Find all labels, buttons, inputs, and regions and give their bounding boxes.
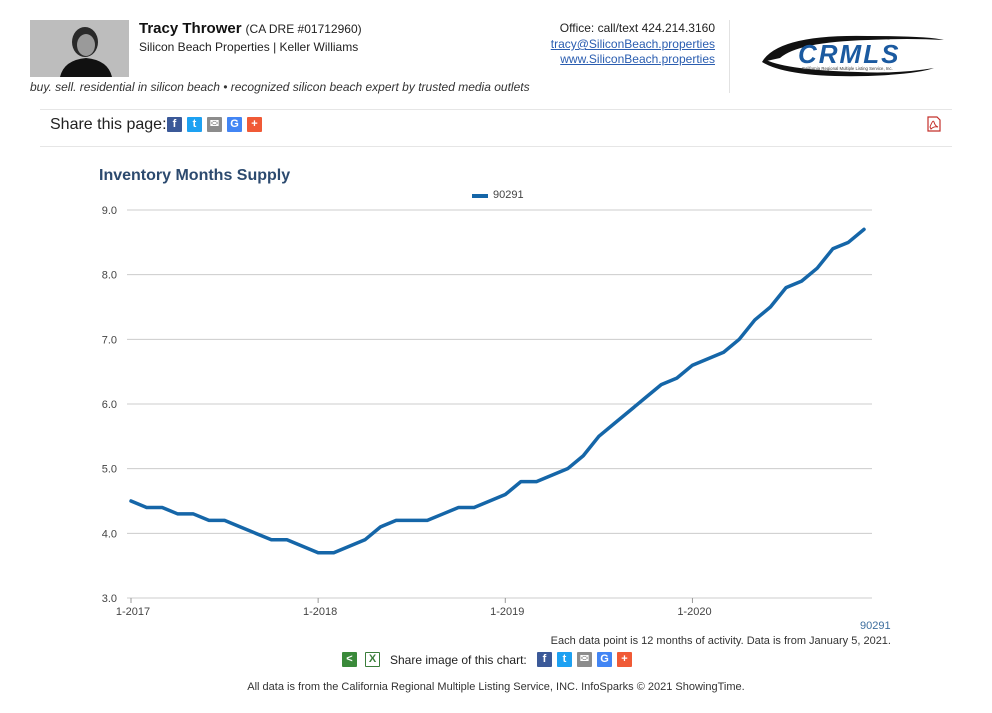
email-share-button[interactable]: ✉ <box>577 652 592 667</box>
data-point[interactable] <box>596 433 602 439</box>
logo-text: CRMLS <box>798 39 900 69</box>
header-rule <box>40 109 952 110</box>
series-line-90291 <box>129 227 866 555</box>
data-point[interactable] <box>268 537 274 543</box>
data-point[interactable] <box>752 317 758 323</box>
twitter-share-button[interactable]: t <box>187 117 202 132</box>
agent-name-text: Tracy Thrower <box>139 20 242 37</box>
data-point[interactable] <box>643 395 649 401</box>
share-chart-label: Share image of this chart: <box>390 653 527 667</box>
data-point[interactable] <box>471 504 477 510</box>
share-icon[interactable]: < <box>342 652 357 667</box>
excel-export-icon[interactable]: X <box>365 652 380 667</box>
data-point[interactable] <box>175 511 181 517</box>
agent-company: Silicon Beach Properties | Keller Willia… <box>139 40 359 54</box>
more-share-button[interactable]: + <box>617 652 632 667</box>
crmls-logo: CRMLS California Regional Multiple Listi… <box>758 30 948 80</box>
data-point[interactable] <box>689 362 695 368</box>
office-phone: Office: call/text 424.214.3160 <box>559 21 715 35</box>
x-tick-label: 1-2020 <box>677 606 711 618</box>
twitter-share-button[interactable]: t <box>557 652 572 667</box>
data-point[interactable] <box>346 543 352 549</box>
data-point[interactable] <box>565 466 571 472</box>
website-link[interactable]: www.SiliconBeach.properties <box>560 52 715 66</box>
data-point[interactable] <box>300 543 306 549</box>
data-point[interactable] <box>206 517 212 523</box>
series-tag: 90291 <box>860 620 891 632</box>
data-point[interactable] <box>611 420 617 426</box>
data-point[interactable] <box>736 336 742 342</box>
y-tick-label: 6.0 <box>102 399 117 411</box>
data-point[interactable] <box>409 517 415 523</box>
data-point[interactable] <box>705 356 711 362</box>
share-rule <box>40 146 952 147</box>
facebook-share-button[interactable]: f <box>537 652 552 667</box>
data-point[interactable] <box>190 511 196 517</box>
y-tick-label: 9.0 <box>102 205 117 217</box>
data-point[interactable] <box>362 537 368 543</box>
email-link[interactable]: tracy@SiliconBeach.properties <box>550 37 715 51</box>
data-point[interactable] <box>767 304 773 310</box>
data-point[interactable] <box>627 407 633 413</box>
data-point[interactable] <box>518 479 524 485</box>
data-point[interactable] <box>783 285 789 291</box>
x-tick-label: 1-2017 <box>116 606 150 618</box>
legend-series-label[interactable]: 90291 <box>493 189 524 201</box>
x-tick-label: 1-2019 <box>490 606 524 618</box>
x-tick-label: 1-2018 <box>303 606 337 618</box>
y-tick-label: 5.0 <box>102 464 117 476</box>
agent-tagline: buy. sell. residential in silicon beach … <box>30 80 530 94</box>
agent-dre: (CA DRE #01712960) <box>245 22 362 36</box>
y-tick-label: 8.0 <box>102 270 117 282</box>
data-point[interactable] <box>159 504 165 510</box>
data-point[interactable] <box>549 472 555 478</box>
data-point[interactable] <box>331 550 337 556</box>
data-point[interactable] <box>502 492 508 498</box>
data-point[interactable] <box>144 504 150 510</box>
chart-title: Inventory Months Supply <box>99 167 291 184</box>
logo-subtext: California Regional Multiple Listing Ser… <box>802 66 893 71</box>
data-point[interactable] <box>533 479 539 485</box>
data-point[interactable] <box>222 517 228 523</box>
google-share-button[interactable]: G <box>227 117 242 132</box>
data-point[interactable] <box>424 517 430 523</box>
legend-swatch <box>472 194 488 198</box>
data-point[interactable] <box>814 265 820 271</box>
agent-name: Tracy Thrower (CA DRE #01712960) <box>139 20 362 37</box>
email-share-button[interactable]: ✉ <box>207 117 222 132</box>
data-point[interactable] <box>487 498 493 504</box>
data-point[interactable] <box>861 226 867 232</box>
data-point[interactable] <box>456 504 462 510</box>
google-share-button[interactable]: G <box>597 652 612 667</box>
data-point[interactable] <box>253 530 259 536</box>
data-point[interactable] <box>440 511 446 517</box>
data-point[interactable] <box>674 375 680 381</box>
more-share-button[interactable]: + <box>247 117 262 132</box>
y-tick-label: 4.0 <box>102 528 117 540</box>
header-divider <box>729 20 730 93</box>
data-point[interactable] <box>658 382 664 388</box>
data-point[interactable] <box>580 453 586 459</box>
y-tick-label: 3.0 <box>102 593 117 605</box>
data-point[interactable] <box>830 246 836 252</box>
data-point[interactable] <box>284 537 290 543</box>
data-point[interactable] <box>799 278 805 284</box>
share-page-label: Share this page: <box>50 116 167 133</box>
facebook-share-button[interactable]: f <box>167 117 182 132</box>
data-point[interactable] <box>237 524 243 530</box>
data-point[interactable] <box>393 517 399 523</box>
y-tick-label: 7.0 <box>102 334 117 346</box>
pdf-icon[interactable] <box>926 116 942 137</box>
data-point[interactable] <box>378 524 384 530</box>
data-note: Each data point is 12 months of activity… <box>550 635 891 647</box>
data-point[interactable] <box>845 239 851 245</box>
data-point[interactable] <box>128 498 134 504</box>
footer-credit: All data is from the California Regional… <box>247 681 745 693</box>
data-point[interactable] <box>721 349 727 355</box>
agent-photo <box>30 20 129 77</box>
data-point[interactable] <box>315 550 321 556</box>
